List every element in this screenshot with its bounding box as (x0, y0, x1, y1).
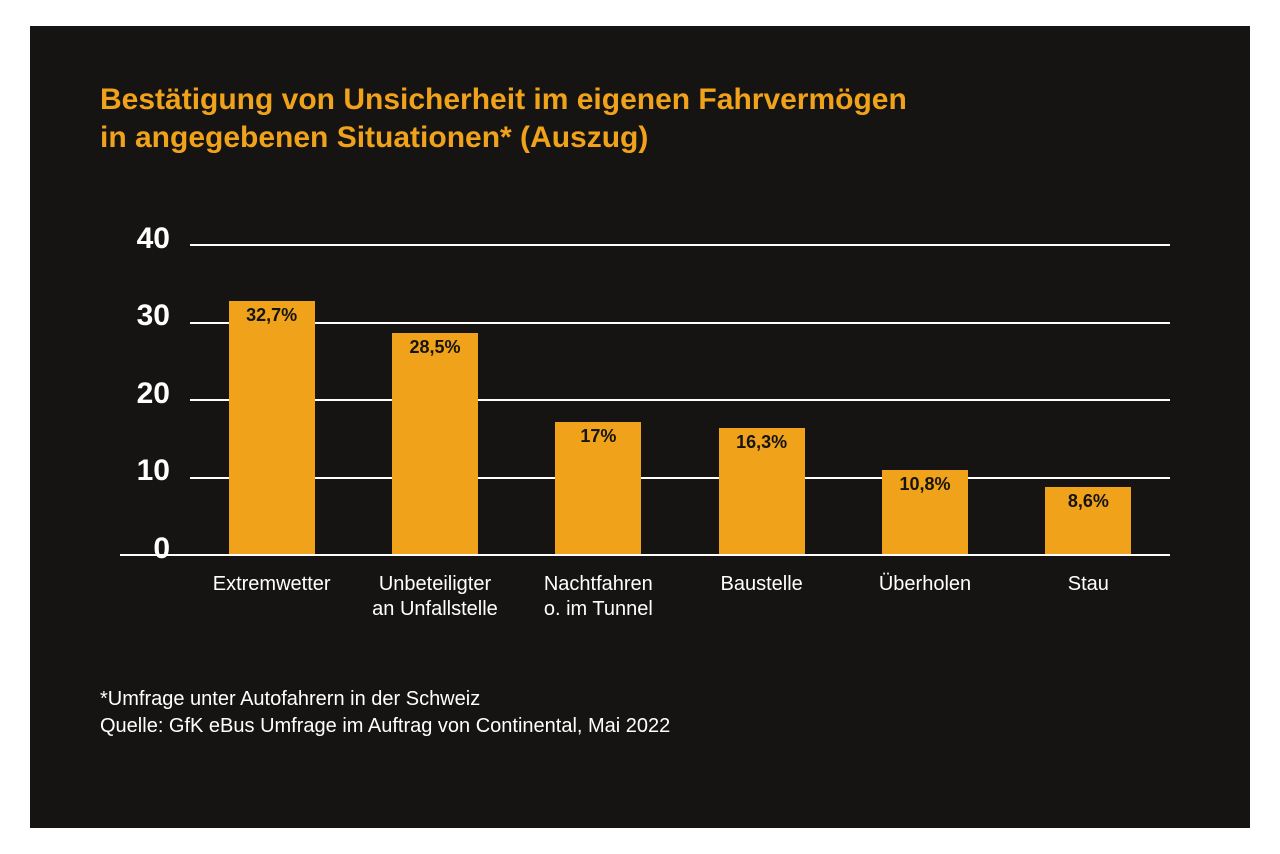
bar (229, 301, 315, 554)
bar-value-label: 10,8% (862, 474, 988, 495)
bar-value-label: 28,5% (372, 337, 498, 358)
bar-value-label: 32,7% (209, 305, 335, 326)
y-tick-label: 0 (110, 532, 170, 566)
gridline (190, 477, 1170, 479)
category-label: Überholen (833, 572, 1016, 597)
y-tick-label: 30 (110, 299, 170, 333)
category-label: Extremwetter (180, 572, 363, 597)
gridline (190, 399, 1170, 401)
y-tick-label: 40 (110, 222, 170, 256)
category-label: Nachtfahren o. im Tunnel (507, 572, 690, 622)
gridline (190, 322, 1170, 324)
bar (392, 333, 478, 554)
bar-value-label: 17% (535, 426, 661, 447)
category-label: Unbeteiligter an Unfallstelle (343, 572, 526, 622)
y-tick-label: 10 (110, 454, 170, 488)
category-label: Baustelle (670, 572, 853, 597)
outer-frame: Bestätigung von Unsicherheit im eigenen … (0, 0, 1280, 854)
bar-value-label: 8,6% (1025, 491, 1151, 512)
gridline (190, 244, 1170, 246)
chart-panel: Bestätigung von Unsicherheit im eigenen … (30, 26, 1250, 828)
category-label: Stau (997, 572, 1180, 597)
chart-footnote: *Umfrage unter Autofahrern in der Schwei… (100, 686, 670, 740)
y-tick-label: 20 (110, 377, 170, 411)
gridline (120, 554, 1170, 556)
chart-title: Bestätigung von Unsicherheit im eigenen … (100, 81, 907, 156)
bar-value-label: 16,3% (699, 432, 825, 453)
